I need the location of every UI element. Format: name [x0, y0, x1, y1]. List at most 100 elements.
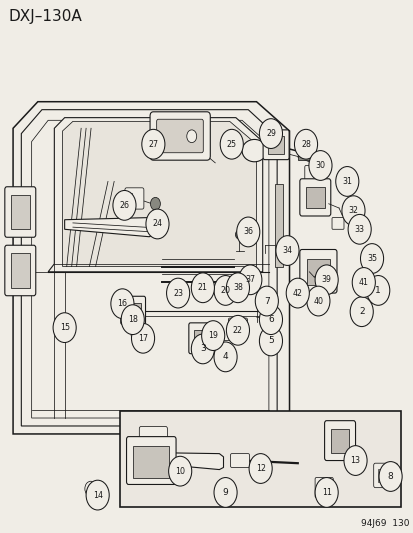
FancyBboxPatch shape	[139, 426, 167, 452]
Polygon shape	[62, 122, 256, 266]
Text: 16: 16	[117, 299, 127, 308]
Text: 37: 37	[245, 275, 255, 284]
Circle shape	[166, 278, 189, 308]
Text: 8: 8	[387, 472, 392, 481]
FancyBboxPatch shape	[5, 245, 36, 296]
Ellipse shape	[154, 221, 164, 233]
Bar	[274, 184, 282, 266]
Circle shape	[121, 305, 144, 335]
Polygon shape	[21, 110, 276, 426]
Circle shape	[168, 456, 191, 486]
Polygon shape	[13, 102, 289, 434]
Circle shape	[335, 166, 358, 196]
Text: 40: 40	[313, 296, 323, 305]
Bar	[231, 323, 244, 335]
Text: 26: 26	[119, 201, 129, 210]
Circle shape	[145, 209, 169, 239]
Circle shape	[238, 265, 261, 295]
FancyBboxPatch shape	[331, 217, 343, 229]
Bar	[125, 303, 140, 319]
Text: 3: 3	[199, 344, 205, 353]
Circle shape	[186, 130, 196, 143]
Text: 25: 25	[226, 140, 236, 149]
Circle shape	[314, 478, 337, 507]
Text: 2: 2	[358, 307, 364, 316]
Circle shape	[308, 151, 331, 180]
Circle shape	[289, 286, 297, 297]
FancyBboxPatch shape	[126, 437, 176, 484]
Text: 38: 38	[233, 283, 242, 292]
Text: 7: 7	[263, 296, 269, 305]
Text: 22: 22	[233, 326, 242, 335]
Circle shape	[249, 454, 271, 483]
FancyBboxPatch shape	[324, 421, 355, 461]
Text: 94J69  130: 94J69 130	[360, 519, 408, 528]
Circle shape	[214, 276, 237, 305]
Circle shape	[201, 321, 224, 351]
Bar	[306, 259, 329, 285]
Text: 24: 24	[152, 220, 162, 229]
FancyBboxPatch shape	[188, 323, 218, 354]
FancyBboxPatch shape	[373, 463, 396, 488]
Text: 34: 34	[282, 246, 292, 255]
FancyBboxPatch shape	[314, 478, 332, 498]
Text: 35: 35	[366, 254, 376, 263]
Polygon shape	[31, 120, 268, 418]
Text: 39: 39	[321, 275, 331, 284]
Text: 9: 9	[222, 488, 228, 497]
Bar	[305, 187, 324, 208]
Circle shape	[85, 481, 96, 496]
Circle shape	[236, 217, 259, 247]
Text: 32: 32	[348, 206, 358, 215]
Text: 42: 42	[292, 288, 302, 297]
Bar	[268, 136, 283, 154]
FancyBboxPatch shape	[304, 165, 325, 180]
Circle shape	[351, 268, 375, 297]
Circle shape	[275, 236, 298, 265]
Circle shape	[259, 305, 282, 335]
Text: 19: 19	[208, 331, 218, 340]
Circle shape	[220, 130, 243, 159]
Circle shape	[113, 190, 136, 220]
FancyBboxPatch shape	[230, 454, 249, 467]
Circle shape	[294, 130, 317, 159]
FancyBboxPatch shape	[299, 249, 336, 293]
Circle shape	[259, 326, 282, 356]
Text: DXJ–130A: DXJ–130A	[9, 9, 83, 23]
Circle shape	[341, 196, 364, 225]
Circle shape	[378, 462, 401, 491]
Text: 21: 21	[197, 283, 207, 292]
FancyBboxPatch shape	[121, 296, 145, 325]
Circle shape	[343, 446, 366, 475]
Text: 31: 31	[342, 177, 351, 186]
Bar	[11, 253, 29, 288]
Text: 14: 14	[93, 490, 102, 499]
Circle shape	[131, 329, 139, 340]
Circle shape	[214, 346, 224, 359]
Text: 12: 12	[255, 464, 265, 473]
Circle shape	[191, 334, 214, 364]
Circle shape	[226, 316, 249, 345]
Circle shape	[360, 244, 383, 273]
Circle shape	[142, 130, 164, 159]
Polygon shape	[48, 118, 262, 272]
FancyBboxPatch shape	[299, 179, 330, 216]
Circle shape	[285, 278, 309, 308]
Text: 5: 5	[268, 336, 273, 345]
Circle shape	[150, 197, 160, 210]
Text: 1: 1	[375, 286, 380, 295]
Circle shape	[314, 265, 337, 295]
Text: 11: 11	[321, 488, 331, 497]
Text: 27: 27	[148, 140, 158, 149]
Ellipse shape	[242, 140, 266, 162]
Text: 41: 41	[358, 278, 368, 287]
Circle shape	[226, 273, 249, 303]
Polygon shape	[64, 217, 161, 237]
Circle shape	[255, 286, 278, 316]
FancyBboxPatch shape	[5, 187, 36, 237]
Text: 36: 36	[243, 228, 253, 237]
Text: 28: 28	[300, 140, 310, 149]
Text: 20: 20	[220, 286, 230, 295]
Bar	[11, 195, 29, 229]
Text: 17: 17	[138, 334, 148, 343]
